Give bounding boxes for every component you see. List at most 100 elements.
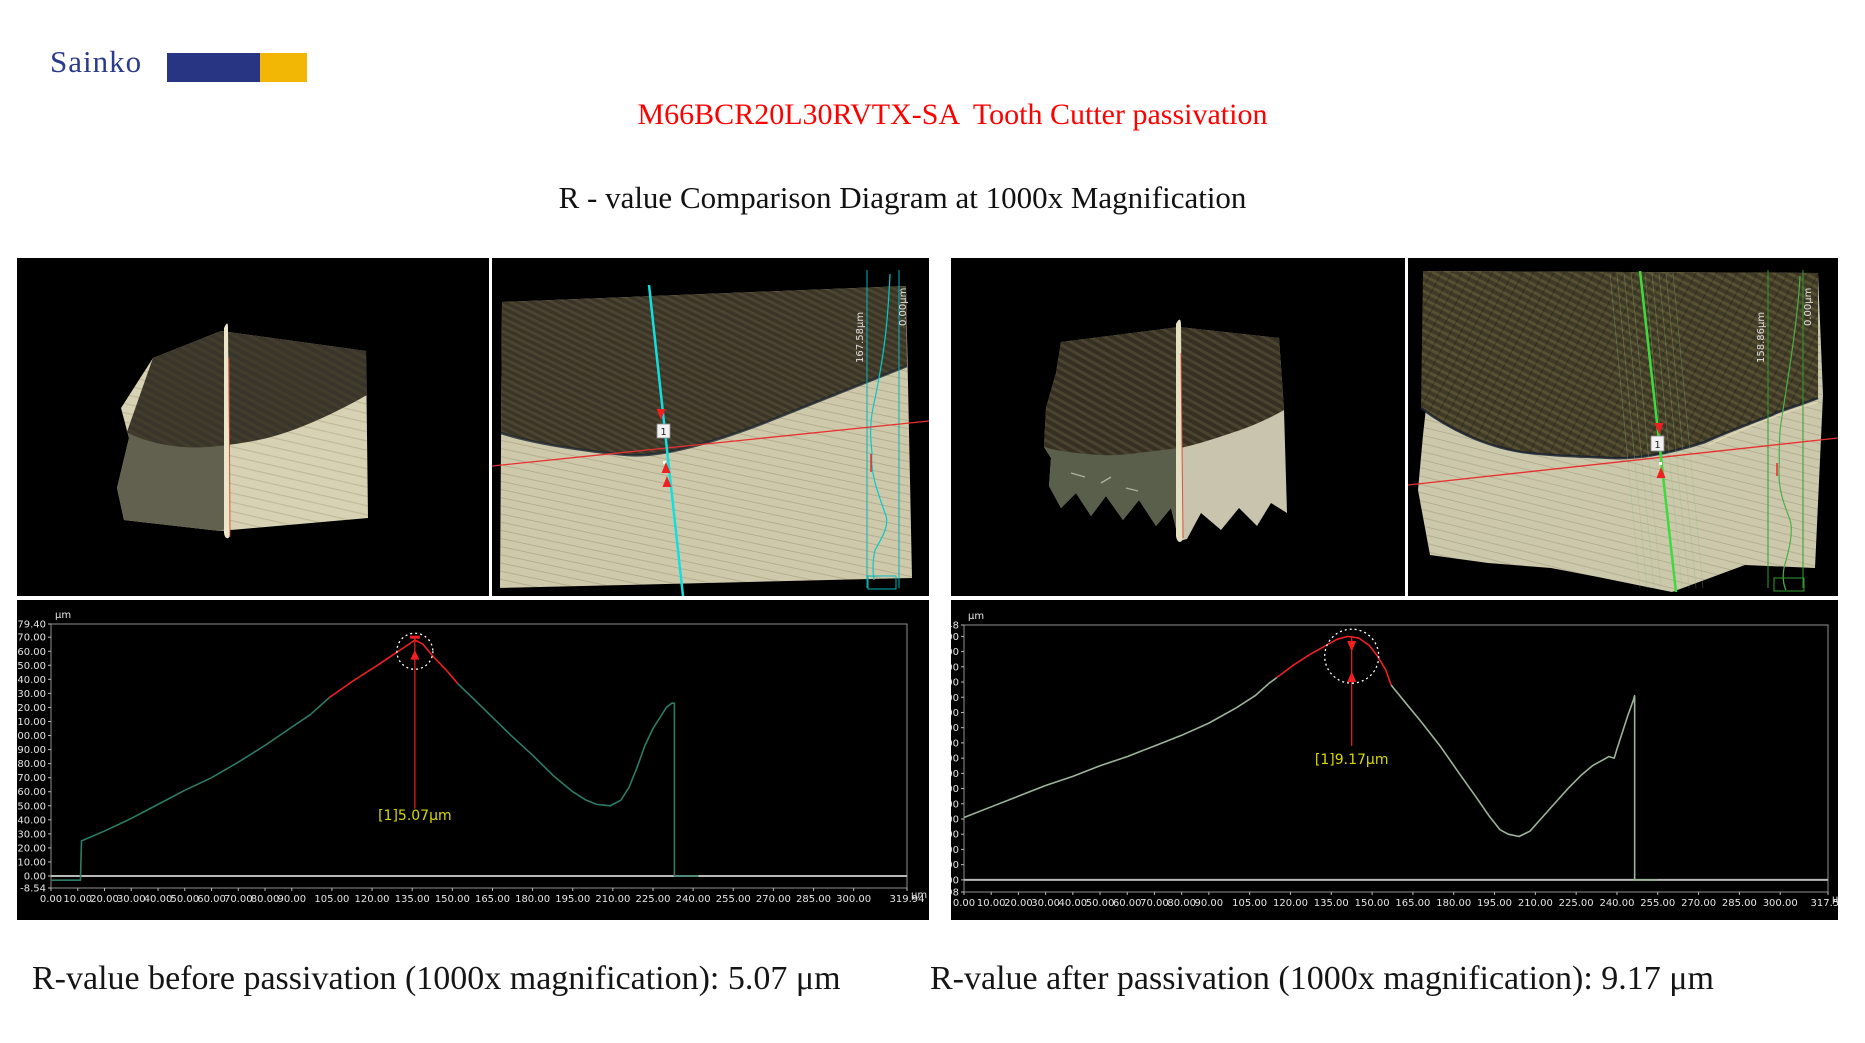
profile-curve-segment — [963, 676, 1278, 819]
surface-lower-left — [1044, 447, 1179, 541]
plot-frame — [963, 624, 1829, 893]
horizontal-measure-line — [1408, 437, 1838, 486]
y-tick-label: 60.00 — [17, 787, 46, 798]
y-tick-label: 90.00 — [951, 738, 959, 749]
x-tick-label: 225.00 — [635, 894, 670, 905]
x-tick-label: 60.00 — [197, 894, 226, 905]
x-tick-label: 120.00 — [355, 894, 390, 905]
y-tick-label: 130.00 — [951, 678, 959, 689]
panel-topview-before: 167.58μm 0.00μm 1 — [492, 258, 929, 596]
y-tick-label: 0.00 — [24, 872, 46, 883]
measure-annotation: [1]9.17μm — [1315, 752, 1389, 768]
y-tick-label: 60.00 — [951, 784, 959, 795]
x-tick-label: 225.00 — [1559, 898, 1594, 909]
surface-dark-hatch — [1044, 327, 1284, 456]
page-title: M66BCR20L30RVTX-SA Tooth Cutter passivat… — [637, 98, 1268, 131]
scale-min-label: 0.00μm — [1803, 288, 1814, 326]
x-tick-label: 80.00 — [1167, 898, 1196, 909]
surface-dark-hatch — [127, 331, 367, 448]
x-tick-label: 0.00 — [953, 898, 975, 909]
x-tick-label: 105.00 — [1232, 898, 1267, 909]
profile-before-passivation: 179.40 170.00 160.00 150.00 140.00 130.00 120.… — [11, 610, 927, 905]
x-tick-label: 70.00 — [1140, 898, 1169, 909]
y-tick-label: 110.00 — [951, 708, 959, 719]
scale-strip-after: 158.86μm 0.00μm — [1756, 270, 1814, 592]
scale-max-label: 158.86μm — [1756, 312, 1767, 363]
y-tick-label: 130.00 — [17, 689, 46, 700]
x-tick-label: 10.00 — [977, 898, 1006, 909]
x-tick-label: 40.00 — [144, 894, 173, 905]
x-tick-label: 210.00 — [595, 894, 630, 905]
x-tick-label: 285.00 — [1722, 898, 1757, 909]
x-tick-label: 319.94 — [890, 894, 925, 905]
x-tick-label: 10.00 — [63, 894, 92, 905]
x-tick-label: 317.57 — [1811, 898, 1839, 909]
x-tick-label: 285.00 — [796, 894, 831, 905]
x-tick-label: 30.00 — [1031, 898, 1060, 909]
scale-max-label: 167.58μm — [855, 312, 866, 363]
green-hairline-band — [1609, 272, 1704, 589]
x-tick-label: 80.00 — [251, 894, 280, 905]
profile-curve-segment — [51, 697, 330, 882]
measure-arrow — [1347, 671, 1357, 683]
measure-marker-1-before: 1 — [656, 409, 672, 487]
x-tick-label: 165.00 — [1395, 898, 1430, 909]
y-tick-label: 179.40 — [17, 620, 46, 631]
y-tick-label: 140.00 — [951, 662, 959, 673]
x-tick-label: 150.00 — [435, 894, 470, 905]
profile-curve-segment — [1390, 684, 1658, 881]
caption-after: R-value after passivation (1000x magnifi… — [930, 960, 1714, 997]
x-tick-label: 300.00 — [1763, 898, 1798, 909]
x-tick-label: 60.00 — [1113, 898, 1142, 909]
section-line-cyan — [647, 284, 685, 596]
sample-surface-3d-before — [117, 323, 368, 539]
y-tick-label: 40.00 — [17, 815, 46, 826]
profile-curve-segment — [328, 639, 459, 699]
sample-surface-3d-after — [1044, 319, 1287, 542]
profile-fin — [224, 323, 230, 539]
edge-highlight-line — [1707, 401, 1819, 446]
y-tick-label: 150.00 — [951, 647, 959, 658]
scale-strip-before: 167.58μm 0.00μm — [855, 270, 909, 590]
y-tick-label: 170.00 — [17, 633, 46, 644]
caption-before: R-value before passivation (1000x magnif… — [32, 960, 841, 997]
y-tick-label: 100.00 — [17, 731, 46, 742]
y-tick-label: 40.00 — [951, 814, 959, 825]
y-tick-label: 10.00 — [17, 857, 46, 868]
logo-text: Sainko — [50, 44, 143, 79]
x-tick-label: 50.00 — [170, 894, 199, 905]
x-tick-label: 90.00 — [277, 894, 306, 905]
y-tick-label: 120.00 — [17, 703, 46, 714]
edge-boundary-line — [1420, 396, 1819, 460]
x-tick-label: 135.00 — [395, 894, 430, 905]
logo-bar-yellow — [260, 53, 307, 82]
y-tick-label: 167.48 — [951, 621, 959, 632]
y-tick-label: 90.00 — [17, 745, 46, 756]
x-tick-label: 120.00 — [1273, 898, 1308, 909]
y-tick-label: 70.00 — [17, 773, 46, 784]
mini-profile-footer-box — [867, 575, 897, 590]
measure-marker-1-after: 1 — [1650, 423, 1666, 478]
plot-frame — [50, 623, 908, 889]
marker-number: 1 — [660, 427, 666, 438]
x-tick-label: 165.00 — [475, 894, 510, 905]
y-tick-label: -7.98 — [951, 888, 959, 899]
logo-bar-blue — [167, 53, 260, 82]
page-subtitle: R - value Comparison Diagram at 1000x Ma… — [558, 180, 1247, 215]
y-tick-label: 120.00 — [951, 693, 959, 704]
measure-arrow — [1347, 640, 1357, 652]
x-tick-label: 180.00 — [1436, 898, 1471, 909]
micrograph-after — [1418, 271, 1823, 592]
y-tick-label: 80.00 — [951, 754, 959, 765]
mini-profile-curve — [1778, 275, 1801, 591]
y-axis-unit: μm — [968, 611, 984, 622]
x-tick-label: 30.00 — [117, 894, 146, 905]
x-tick-label: 105.00 — [314, 894, 349, 905]
x-axis-unit: μm — [1832, 894, 1838, 905]
x-tick-label: 70.00 — [224, 894, 253, 905]
scale-min-label: 0.00μm — [898, 288, 909, 326]
y-tick-label: 20.00 — [17, 843, 46, 854]
profile-chart-after: 167.48160.00 150.00 140.00 130.00 120.00 110.… — [924, 600, 1848, 920]
dark-texture-crosshatch — [1421, 271, 1818, 459]
